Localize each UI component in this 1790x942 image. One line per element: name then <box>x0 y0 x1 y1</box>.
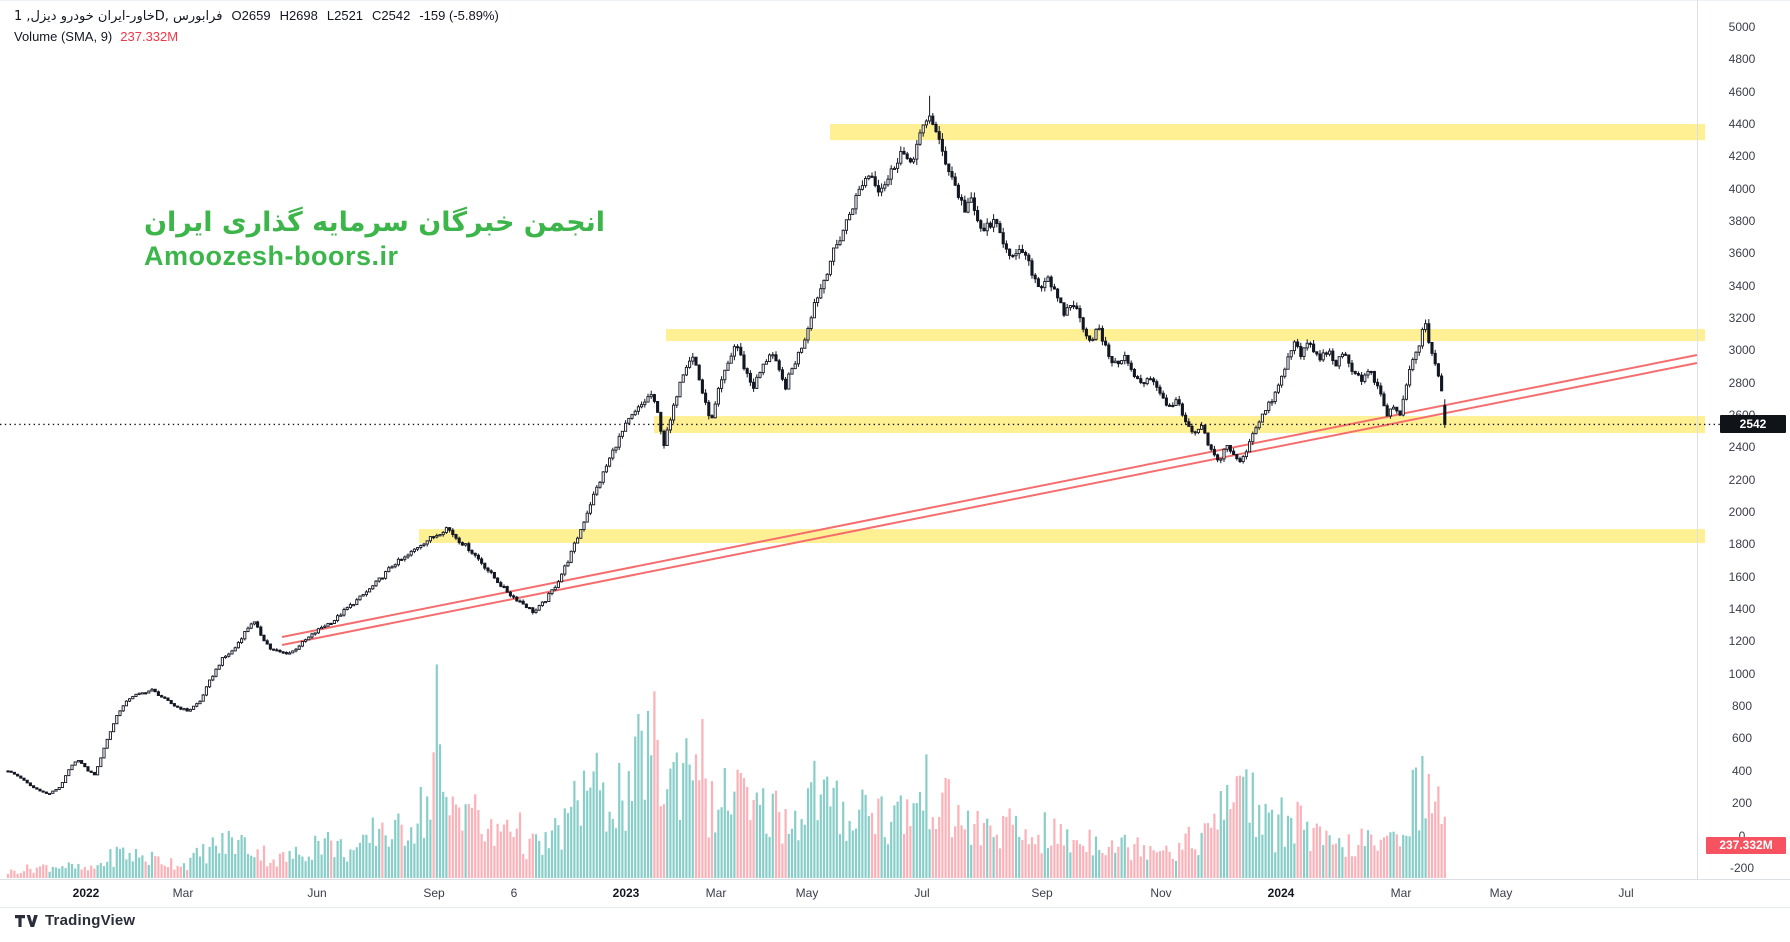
time-axis-label-2023[interactable]: 2023 <box>612 886 640 900</box>
time-axis-label-May[interactable]: May <box>1489 886 1513 900</box>
volume-indicator-label[interactable]: Volume (SMA, 9) <box>14 29 113 44</box>
price-axis-label-600: 600 <box>1731 731 1753 746</box>
price-axis-label-2400: 2400 <box>1728 440 1756 455</box>
last-price-badge: 2542 <box>1720 415 1786 434</box>
price-axis-label-1200: 1200 <box>1728 634 1756 649</box>
price-axis-label-0: 0 <box>1738 828 1746 843</box>
symbol-legend[interactable]: خاور-ایران خودرو دیزل, 1D, فرابورس O2659… <box>14 8 499 44</box>
close-value: C2542 <box>372 8 411 23</box>
price-axis[interactable]: 5000 4800 4600 4400 4200 4000 3800 3600 3400 3200… <box>1697 0 1790 879</box>
price-axis-label-2000: 2000 <box>1728 505 1756 520</box>
time-axis[interactable]: 2022 Mar Jun Sep 6 2023 Mar May Jul Sep Nov 2024 Mar… <box>0 879 1790 908</box>
high-value: H2698 <box>279 8 318 23</box>
time-axis-label-Jul[interactable]: Jul <box>914 886 930 900</box>
price-axis-label-2800: 2800 <box>1728 375 1756 390</box>
time-axis-label-Jul[interactable]: Jul <box>1618 886 1634 900</box>
time-axis-label-Sep[interactable]: Sep <box>423 886 445 900</box>
price-axis-label-3000: 3000 <box>1728 343 1756 358</box>
price-axis-label-4200: 4200 <box>1728 149 1756 164</box>
low-value: L2521 <box>326 8 364 23</box>
price-axis-label-1400: 1400 <box>1728 602 1756 617</box>
price-axis-label-1800: 1800 <box>1728 537 1756 552</box>
change-value: -159 (-5.89%) <box>419 8 499 23</box>
watermark-line1-persian: انجمن خبرگان سرمایه گذاری ایران <box>144 207 606 238</box>
volume-indicator-row[interactable]: Volume (SMA, 9) 237.332M <box>14 29 499 44</box>
price-axis-label-1600: 1600 <box>1728 569 1756 584</box>
symbol-ohlc-row: خاور-ایران خودرو دیزل, 1D, فرابورس O2659… <box>14 8 499 24</box>
tradingview-brand-text: TradingView <box>45 912 136 929</box>
price-axis-label-4400: 4400 <box>1728 117 1756 132</box>
price-axis-label-4800: 4800 <box>1728 52 1756 67</box>
price-axis-label--200: -200 <box>1729 860 1755 875</box>
time-axis-label-Mar[interactable]: Mar <box>172 886 194 900</box>
price-axis-label-400: 400 <box>1731 763 1753 778</box>
price-chart-canvas[interactable] <box>0 0 1790 906</box>
price-axis-label-2200: 2200 <box>1728 472 1756 487</box>
volume-indicator-value: 237.332M <box>120 29 179 44</box>
price-axis-label-4600: 4600 <box>1728 84 1756 99</box>
symbol-title[interactable]: خاور-ایران خودرو دیزل, 1D, فرابورس <box>14 9 223 24</box>
time-axis-label-6[interactable]: 6 <box>510 886 518 900</box>
price-axis-label-5000: 5000 <box>1728 20 1756 34</box>
price-axis-label-200: 200 <box>1731 796 1753 811</box>
tradingview-attribution[interactable]: TradingView <box>14 912 135 929</box>
price-axis-label-3600: 3600 <box>1728 246 1756 261</box>
time-axis-label-Jun[interactable]: Jun <box>307 886 327 900</box>
time-axis-label-Mar[interactable]: Mar <box>705 886 727 900</box>
time-axis-label-2022[interactable]: 2022 <box>72 886 100 900</box>
price-axis-label-4000: 4000 <box>1728 181 1756 196</box>
time-axis-label-Sep[interactable]: Sep <box>1031 886 1053 900</box>
time-axis-label-May[interactable]: May <box>795 886 819 900</box>
open-value: O2659 <box>231 8 271 23</box>
tradingview-logo-icon <box>15 914 38 927</box>
price-axis-label-800: 800 <box>1731 699 1753 714</box>
price-axis-label-3800: 3800 <box>1728 214 1756 229</box>
price-axis-label-3400: 3400 <box>1728 278 1756 293</box>
price-axis-label-1000: 1000 <box>1728 666 1756 681</box>
time-axis-label-Mar[interactable]: Mar <box>1390 886 1412 900</box>
time-axis-label-Nov[interactable]: Nov <box>1150 886 1172 900</box>
channel-watermark: انجمن خبرگان سرمایه گذاری ایران Amoozesh… <box>144 206 605 274</box>
volume-sma-badge: 237.332M <box>1706 837 1786 854</box>
time-axis-label-2024[interactable]: 2024 <box>1267 886 1295 900</box>
price-axis-label-3200: 3200 <box>1728 311 1756 326</box>
watermark-line2-site: Amoozesh-boors.ir <box>144 240 399 271</box>
